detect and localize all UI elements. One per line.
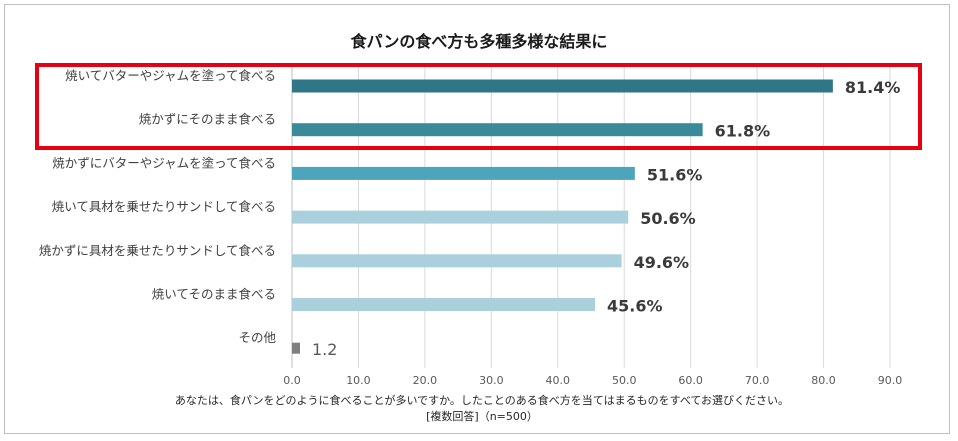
question-text: あなたは、食パンをどのように食べることが多いですか。したことのある食べ方を当ては… <box>175 393 789 407</box>
category-label: 焼いて具材を乗せたりサンドして食べる <box>52 199 276 214</box>
category-labels: 焼いてバターやジャムを塗って食べる焼かずにそのまま食べる焼かずにバターやジャムを… <box>39 68 277 345</box>
bar <box>292 123 703 137</box>
x-tick-label: 70.0 <box>745 374 770 387</box>
x-tick-label: 30.0 <box>479 374 504 387</box>
chart-title: 食パンの食べ方も多種多様な結果に <box>350 32 608 51</box>
category-label: 焼かずにそのまま食べる <box>139 112 276 127</box>
x-tick-label: 40.0 <box>546 374 571 387</box>
x-tick-label: 60.0 <box>678 374 703 387</box>
x-tick-labels: 0.0 10.0 20.0 30.0 40.0 50.0 60.0 70.0 80.0 90.0 <box>283 374 902 387</box>
category-label: 焼いてバターやジャムを塗って食べる <box>65 68 276 83</box>
bar <box>292 166 635 180</box>
bar <box>292 210 629 224</box>
data-label: 50.6% <box>640 209 696 228</box>
bar <box>292 342 300 354</box>
category-label: 焼かずにバターやジャムを塗って食べる <box>52 155 276 170</box>
chart-frame <box>4 4 950 434</box>
data-label: 81.4% <box>845 78 901 97</box>
bars <box>292 79 833 354</box>
bar <box>292 298 595 311</box>
value-labels: 81.4% 61.8% 51.6% 50.6% 49.6% 45.6% 1.2 <box>312 78 900 359</box>
bar <box>292 254 622 268</box>
bar <box>292 79 833 93</box>
data-label: 1.2 <box>312 340 337 359</box>
category-label: 焼いてそのまま食べる <box>152 287 276 302</box>
category-label: その他 <box>238 330 276 345</box>
x-tick-label: 90.0 <box>878 374 903 387</box>
x-tick-label: 50.0 <box>612 374 637 387</box>
data-label: 51.6% <box>647 165 703 184</box>
category-label: 焼かずに具材を乗せたりサンドして食べる <box>39 243 276 258</box>
x-tick-label: 0.0 <box>283 374 301 387</box>
data-label: 61.8% <box>715 122 771 141</box>
footnote: [複数回答]（n=500） <box>426 409 538 423</box>
gridlines <box>291 66 891 368</box>
x-tick-label: 20.0 <box>413 374 438 387</box>
x-tick-label: 80.0 <box>811 374 836 387</box>
x-tick-label: 10.0 <box>346 374 371 387</box>
highlight-box <box>35 63 922 150</box>
data-label: 45.6% <box>607 297 663 316</box>
data-label: 49.6% <box>634 253 690 272</box>
